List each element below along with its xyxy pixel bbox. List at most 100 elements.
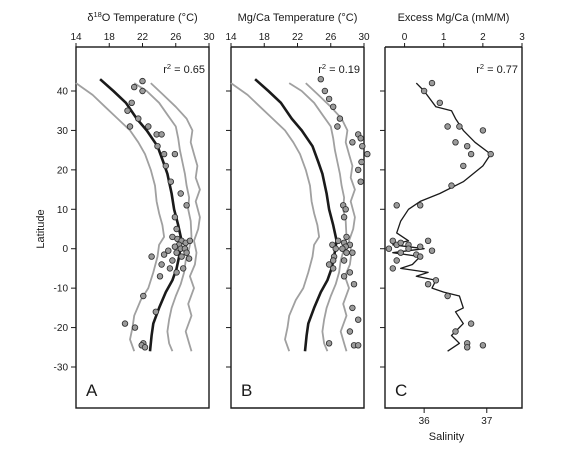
x-tick-label-a: 26 (170, 32, 182, 43)
data-point (456, 123, 463, 130)
x-tick-label-b: 14 (225, 32, 237, 43)
panel-a-r2: r2 = 0.65 (163, 62, 205, 76)
data-point (177, 190, 184, 197)
data-point (158, 261, 165, 268)
data-point (124, 107, 131, 114)
data-point (317, 75, 324, 83)
data-point (162, 162, 169, 170)
data-point (335, 237, 342, 244)
data-point (393, 257, 400, 264)
data-point (160, 150, 168, 158)
panel-c-frame (384, 46, 523, 409)
data-point (325, 95, 333, 103)
data-point (358, 158, 365, 166)
data-point (436, 99, 443, 106)
data-point (452, 328, 459, 335)
data-point (139, 77, 146, 85)
data-point (183, 202, 190, 209)
y-tick-label: -30 (54, 363, 69, 374)
data-point (479, 342, 487, 349)
panel-a-letter: A (86, 381, 98, 400)
data-point (183, 249, 190, 256)
data-point (397, 239, 404, 246)
data-point (325, 261, 333, 268)
x-tick-label-b: 22 (292, 32, 304, 43)
data-point (330, 257, 337, 264)
data-point (417, 253, 424, 260)
data-point (166, 265, 174, 272)
data-point (355, 316, 362, 323)
salinity-tick-label: 36 (419, 416, 431, 427)
data-point (389, 237, 396, 244)
data-point (393, 202, 400, 209)
data-point (343, 249, 350, 256)
data-point (169, 257, 176, 264)
data-point (467, 320, 475, 327)
y-tick-label: 20 (57, 165, 69, 176)
x-tick-label-a: 18 (104, 32, 116, 43)
data-point (171, 150, 179, 158)
data-point (464, 344, 471, 351)
x-axis-label-salinity: Salinity (429, 431, 465, 443)
data-point (140, 292, 147, 300)
x-tick-label-c: 1 (441, 32, 447, 43)
panel-a-band-line-2 (133, 82, 193, 352)
data-point (417, 202, 424, 209)
data-point (405, 245, 412, 252)
panel-a: 14 18 22 26 30 δ18O Temperature (°C) 40 30 20 10 0… (35, 10, 215, 409)
data-point (321, 87, 329, 95)
x-tick-label-a: 14 (70, 32, 82, 43)
data-point (349, 249, 356, 256)
data-point (359, 142, 366, 150)
panel-b-letter: B (241, 381, 252, 400)
data-point (448, 182, 455, 189)
data-point (357, 178, 364, 185)
data-point (340, 213, 348, 221)
data-point (173, 225, 180, 233)
data-point (452, 139, 459, 146)
data-point (139, 87, 146, 95)
data-point (364, 150, 371, 158)
data-point (420, 87, 428, 95)
data-point (130, 83, 138, 91)
data-point (145, 123, 152, 130)
x-tick-label-b: 18 (259, 32, 271, 43)
data-point (357, 135, 364, 142)
data-point (428, 247, 436, 254)
panel-b-band-line-3 (305, 82, 356, 352)
data-point (330, 265, 337, 272)
data-point (158, 131, 165, 138)
x-tick-label-b: 30 (358, 32, 370, 43)
data-point (340, 273, 348, 280)
data-point (444, 123, 451, 130)
data-point (389, 265, 396, 272)
data-point (397, 249, 404, 256)
panel-c-title: Excess Mg/Ca (mM/M) (398, 12, 510, 24)
data-point (340, 257, 348, 264)
x-tick-label-c: 3 (519, 32, 525, 43)
data-point (428, 79, 436, 87)
data-point (424, 237, 432, 244)
data-point (444, 292, 451, 300)
data-point (171, 213, 179, 221)
x-tick-label-b: 26 (325, 32, 337, 43)
y-tick-label: 0 (62, 244, 68, 255)
data-point (141, 344, 149, 351)
data-point (330, 103, 337, 110)
panel-b-frame (230, 46, 365, 409)
data-point (334, 123, 341, 130)
y-tick-label: 40 (57, 87, 69, 98)
panel-a-band-line-1 (75, 82, 165, 352)
data-point (156, 273, 164, 280)
data-point (178, 253, 185, 260)
x-tick-label-a: 22 (137, 32, 149, 43)
panel-b-title: Mg/Ca Temperature (°C) (238, 12, 358, 24)
data-point (131, 324, 139, 331)
data-point (186, 237, 194, 244)
panel-c-thin-line-0 (392, 82, 492, 352)
data-point (355, 342, 362, 349)
y-axis-label: Latitude (35, 209, 47, 248)
data-point (417, 243, 424, 250)
